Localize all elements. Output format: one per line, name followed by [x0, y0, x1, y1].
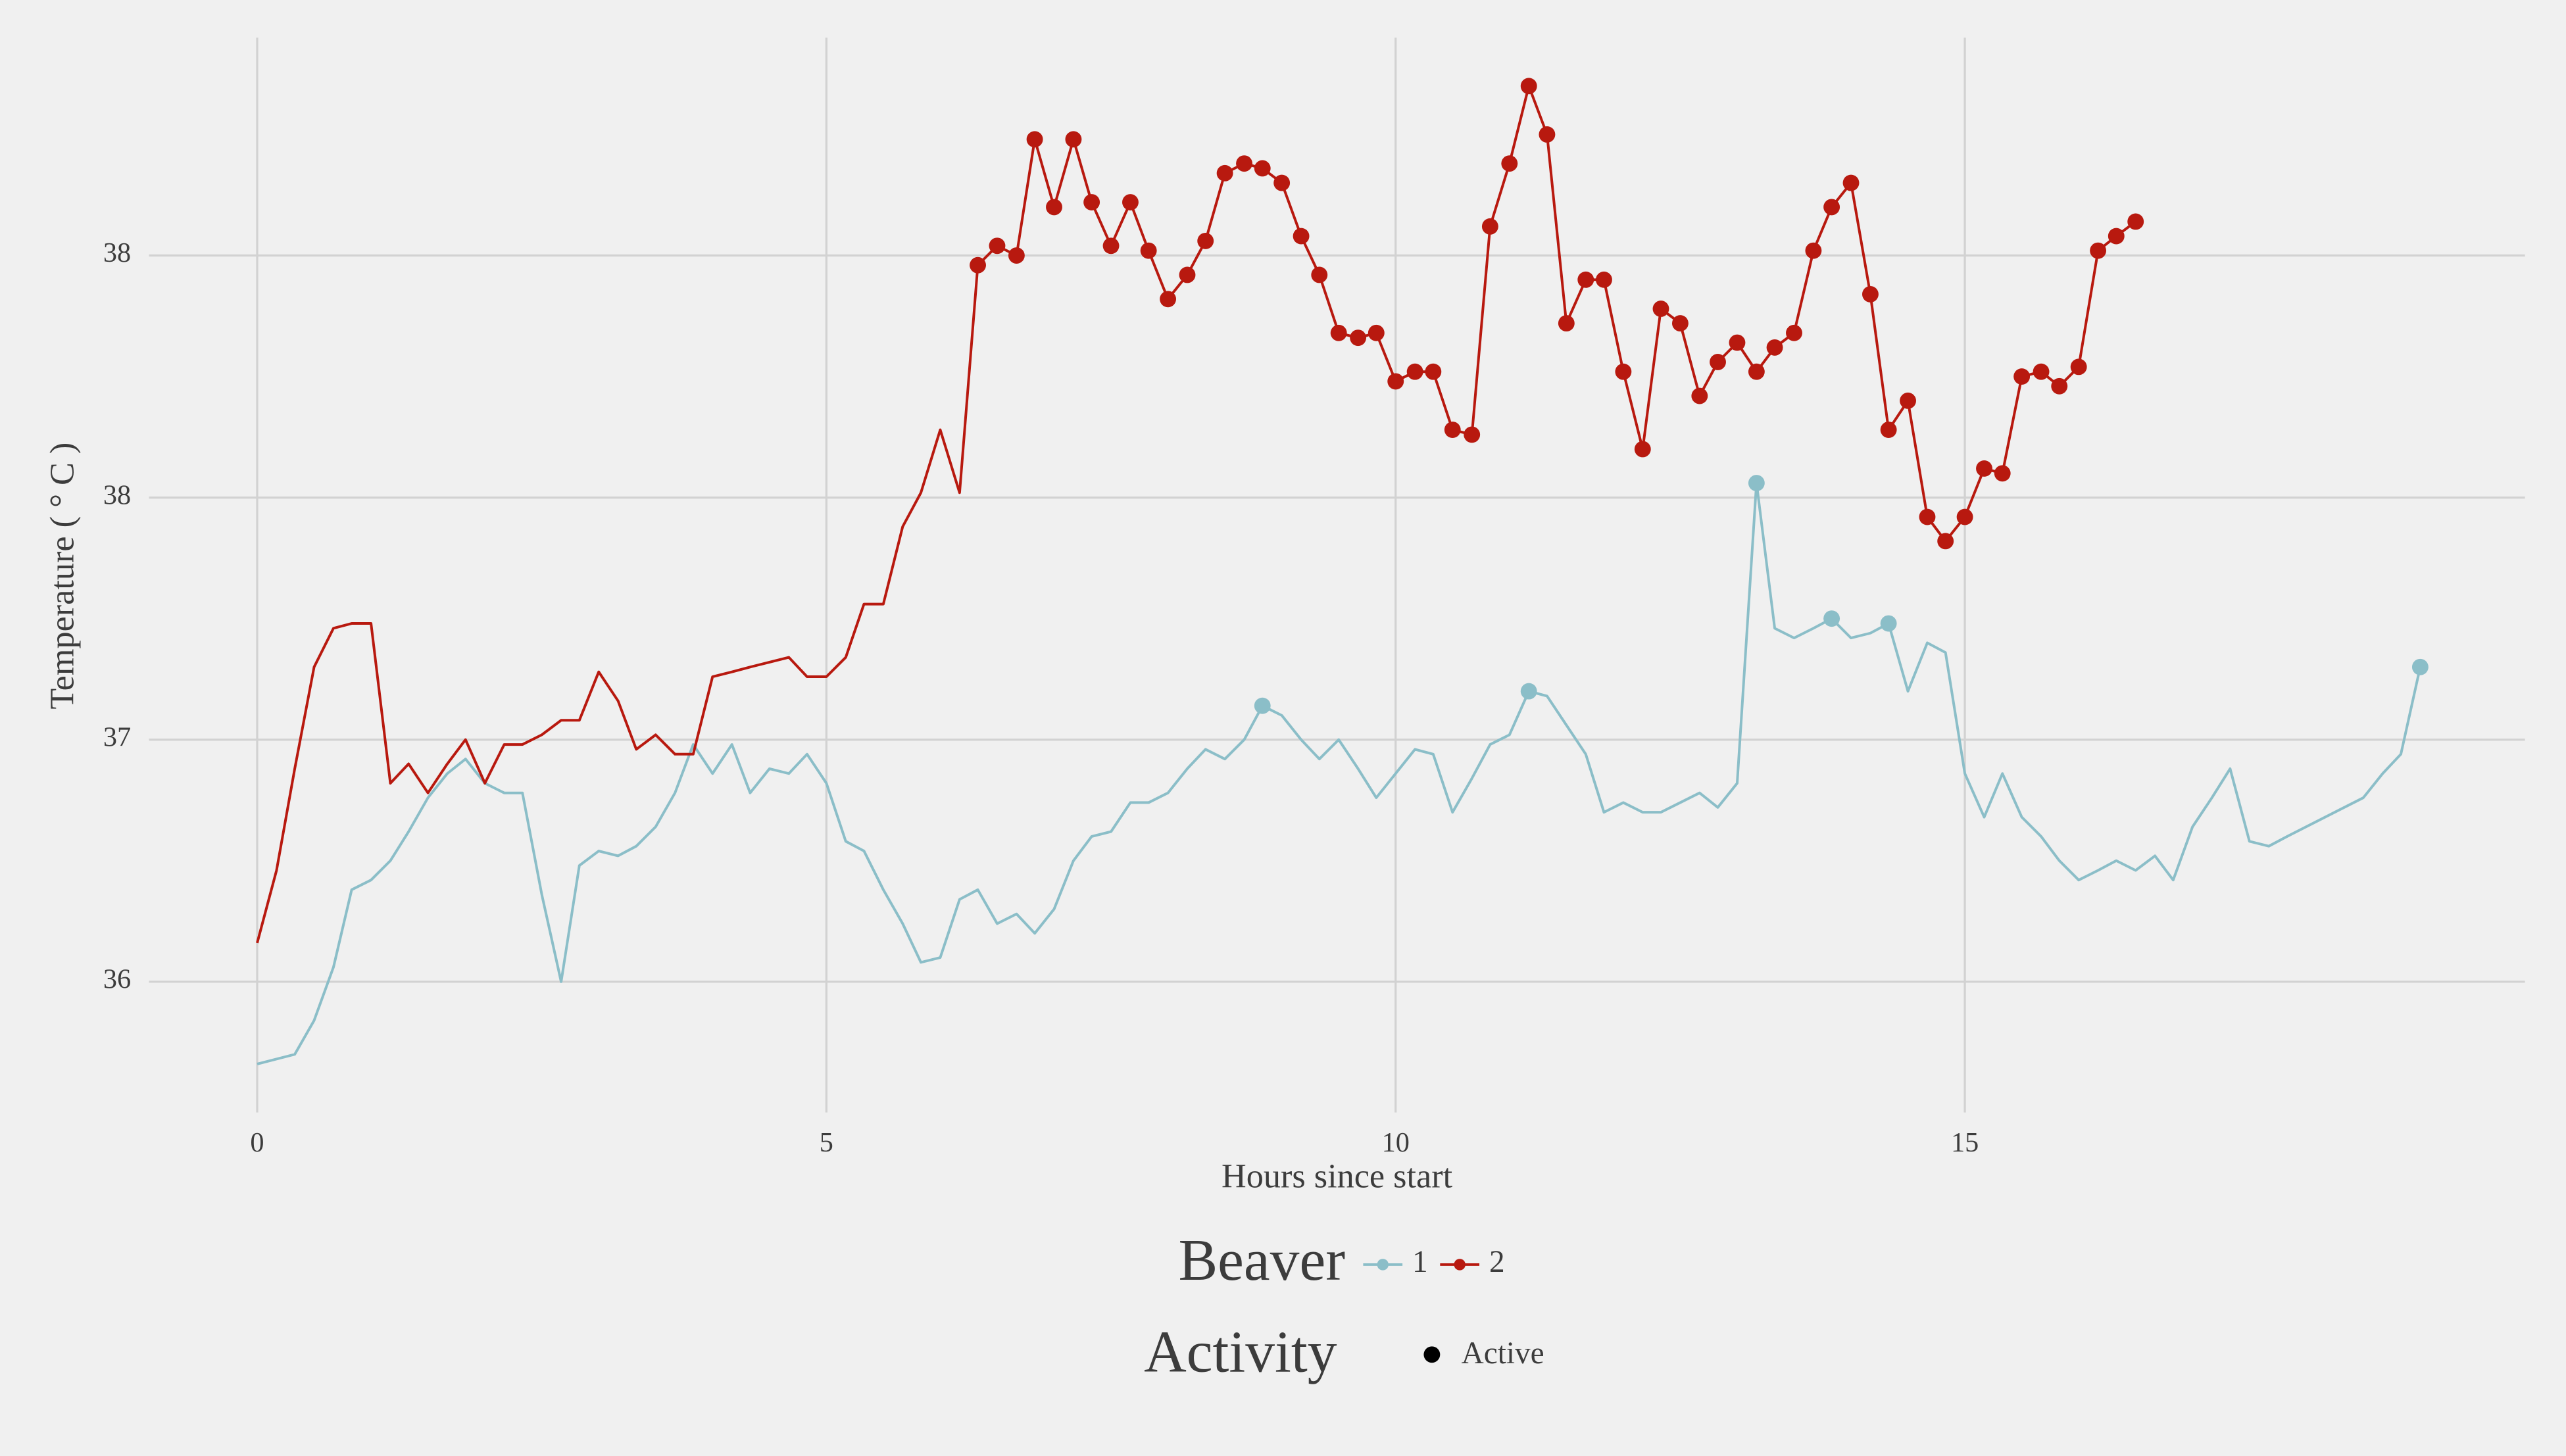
active-point: [1179, 266, 1196, 283]
active-point: [1786, 324, 1802, 341]
active-point: [1862, 285, 1879, 303]
active-point: [2108, 228, 2125, 245]
active-point: [1254, 697, 1271, 714]
active-point: [1008, 247, 1025, 264]
active-point: [1160, 291, 1177, 308]
legend-marker: [1377, 1259, 1389, 1271]
legend-label: 1: [1412, 1245, 1428, 1279]
plot-area: [256, 78, 2429, 1065]
active-point: [1880, 422, 1897, 438]
active-point: [2127, 213, 2144, 230]
active-point: [1976, 460, 1992, 477]
active-point: [2411, 658, 2429, 675]
active-point: [2013, 368, 2031, 385]
active-point: [1387, 373, 1404, 390]
active-point: [1350, 329, 1367, 347]
active-point: [1197, 232, 1214, 249]
y-axis-title: Temperature ( ° C ): [43, 443, 82, 710]
series-line: [257, 481, 2422, 1065]
active-point: [1956, 508, 1973, 525]
active-point: [1102, 237, 1120, 255]
active-point: [1729, 334, 1746, 351]
active-point: [1900, 392, 1916, 409]
active-point: [1311, 266, 1328, 283]
active-point: [1748, 475, 1765, 491]
legend-marker: [1454, 1259, 1466, 1271]
active-point: [1481, 218, 1498, 235]
active-point: [1122, 194, 1139, 210]
active-point: [1254, 160, 1271, 177]
active-point: [1919, 508, 1936, 525]
active-point: [1464, 426, 1481, 443]
legend-title: Beaver: [1178, 1228, 1345, 1293]
active-point: [2070, 358, 2087, 376]
active-point: [1710, 354, 1726, 370]
y-tick-label: 36: [103, 964, 131, 995]
active-point: [2051, 377, 2068, 395]
legend-label: 2: [1489, 1245, 1505, 1279]
active-point: [1937, 533, 1954, 550]
active-point: [1236, 155, 1252, 172]
y-tick-label: 38: [103, 479, 131, 510]
x-tick-label: 5: [820, 1127, 833, 1158]
active-point: [1596, 271, 1612, 288]
active-point: [1065, 131, 1082, 148]
active-point: [989, 237, 1006, 255]
active-point: [1501, 155, 1518, 172]
active-point: [1615, 363, 1632, 380]
active-point: [1691, 387, 1708, 404]
active-point: [1330, 324, 1347, 341]
active-point: [1444, 422, 1461, 438]
y-tick-label: 37: [103, 721, 131, 752]
active-point: [1026, 131, 1043, 148]
active-point: [1216, 164, 1233, 182]
active-point: [1520, 683, 1537, 700]
y-tick-label: 38: [103, 237, 131, 268]
legend-label: Active: [1462, 1336, 1544, 1371]
active-point: [1520, 78, 1537, 95]
active-point: [1766, 339, 1783, 356]
active-point: [1652, 301, 1669, 317]
active-point: [2033, 363, 2050, 380]
active-point: [1368, 324, 1385, 341]
x-axis-title: Hours since start: [1221, 1157, 1453, 1196]
active-point: [1273, 174, 1291, 191]
active-point: [1994, 465, 2011, 482]
active-point: [1425, 363, 1442, 380]
active-point: [1842, 174, 1860, 191]
active-point: [1823, 610, 1840, 627]
active-point: [1140, 242, 1157, 259]
legend: 1 2 Active: [1363, 1245, 1544, 1371]
active-point: [1823, 199, 1840, 216]
activity-legend-title: Activity: [1144, 1319, 1337, 1384]
active-point: [1293, 228, 1310, 245]
active-point: [1634, 441, 1651, 458]
active-point: [1558, 315, 1575, 332]
active-point: [1539, 126, 1556, 143]
active-point: [1748, 363, 1765, 380]
active-point: [1083, 194, 1100, 210]
active-point: [2090, 242, 2107, 259]
active-point: [1805, 242, 1822, 259]
x-tick-label: 0: [250, 1127, 264, 1158]
legend-marker: [1423, 1346, 1441, 1363]
active-point: [1046, 199, 1062, 216]
active-point: [1671, 315, 1689, 332]
active-point: [1577, 271, 1594, 288]
active-point: [970, 256, 986, 274]
x-tick-label: 10: [1382, 1127, 1410, 1158]
active-point: [1880, 615, 1897, 632]
x-tick-label: 15: [1951, 1127, 1979, 1158]
series-line: [256, 84, 2136, 944]
active-point: [1406, 363, 1423, 380]
